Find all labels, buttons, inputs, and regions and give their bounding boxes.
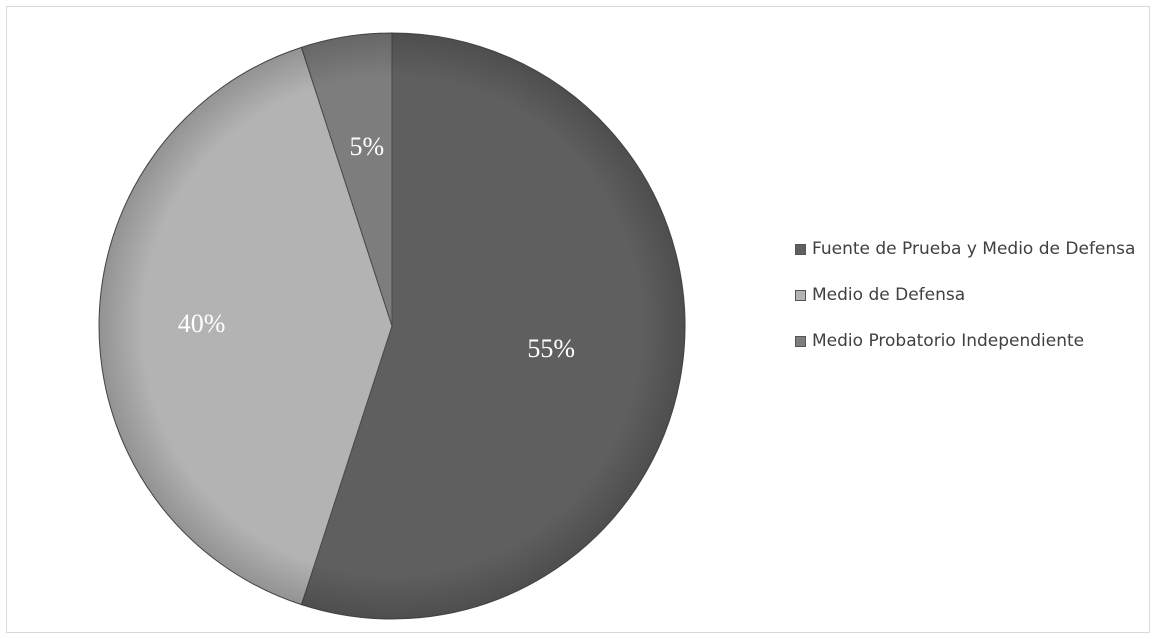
legend-label-3: Medio Probatorio Independiente	[812, 331, 1085, 351]
legend-label-2: Medio de Defensa	[812, 285, 966, 305]
legend-label-1: Fuente de Prueba y Medio de Defensa	[812, 239, 1136, 259]
legend-item-3: Medio Probatorio Independiente	[795, 329, 1145, 354]
slice-data-label-1: 55%	[527, 334, 575, 363]
legend-swatch-1	[795, 244, 806, 255]
chart-frame: 55% 40% 5% Fuente de Prueba y Medio de Def…	[6, 6, 1150, 633]
slice-data-label-3: 5%	[349, 132, 384, 161]
legend-item-2: Medio de Defensa	[795, 283, 1145, 308]
legend: Fuente de Prueba y Medio de Defensa Medio…	[795, 237, 1145, 375]
legend-swatch-3	[795, 336, 806, 347]
legend-swatch-2	[795, 290, 806, 301]
slice-data-label-2: 40%	[178, 309, 226, 338]
legend-item-1: Fuente de Prueba y Medio de Defensa	[795, 237, 1145, 262]
